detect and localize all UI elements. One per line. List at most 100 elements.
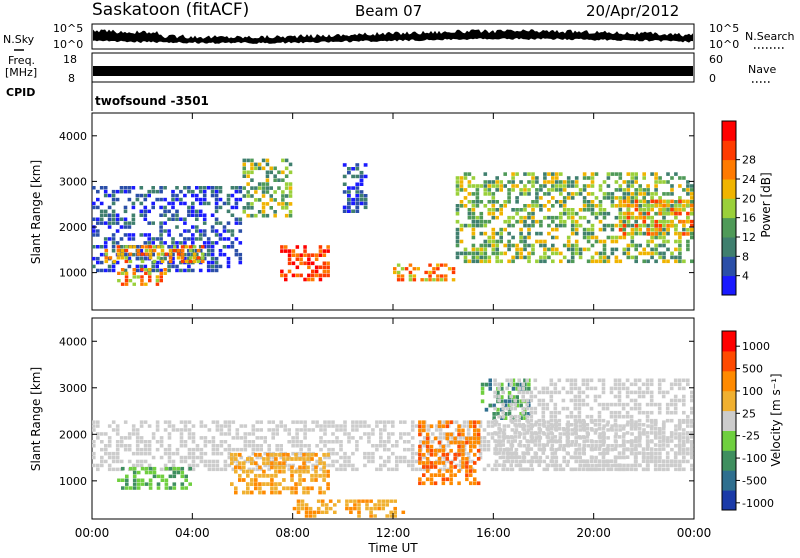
data-cell xyxy=(614,428,618,432)
noise-left-tick-top: 10^5 xyxy=(53,22,83,35)
data-cell xyxy=(650,219,654,224)
data-cell xyxy=(258,490,262,495)
data-cell xyxy=(529,414,534,419)
data-cell xyxy=(475,192,480,196)
data-cell xyxy=(135,440,140,444)
data-cell xyxy=(673,455,678,459)
data-cell xyxy=(658,243,662,248)
data-cell xyxy=(355,467,359,472)
data-cell xyxy=(250,478,254,482)
data-cell xyxy=(530,467,535,472)
data-cell xyxy=(159,436,164,440)
colorbar-swatch xyxy=(722,217,736,238)
data-cell xyxy=(258,482,262,486)
data-cell xyxy=(669,439,674,443)
data-cell xyxy=(171,260,175,265)
data-cell xyxy=(261,206,266,210)
data-cell xyxy=(677,423,682,427)
data-cell xyxy=(645,467,650,472)
data-cell xyxy=(626,219,631,224)
data-cell xyxy=(156,245,161,249)
data-cell xyxy=(497,427,501,431)
data-cell xyxy=(326,482,330,486)
data-cell xyxy=(521,451,525,455)
data-cell xyxy=(480,386,485,391)
data-cell xyxy=(151,241,155,245)
data-cell xyxy=(339,463,343,468)
data-cell xyxy=(155,268,159,273)
data-cell xyxy=(175,193,179,198)
data-cell xyxy=(257,182,262,186)
data-cell xyxy=(265,186,270,190)
noise-panel: N.Sky 10^5 10^0 10^5 10^0 N.Search xyxy=(3,22,795,51)
data-cell xyxy=(231,436,236,440)
data-cell xyxy=(562,255,567,260)
data-cell xyxy=(459,251,464,256)
data-cell xyxy=(159,279,163,283)
data-cell xyxy=(377,506,381,511)
data-cell xyxy=(622,247,627,252)
data-cell xyxy=(246,482,250,486)
colorbar-tick-label: 20 xyxy=(742,192,756,205)
data-cell xyxy=(111,467,116,472)
data-cell xyxy=(642,259,646,264)
data-cell xyxy=(594,444,598,448)
data-cell xyxy=(469,424,473,429)
data-cell xyxy=(469,420,473,425)
data-cell xyxy=(104,432,108,436)
data-cell xyxy=(155,447,160,452)
data-cell xyxy=(577,386,582,391)
data-cell xyxy=(589,406,594,411)
data-cell xyxy=(307,253,311,257)
data-cell xyxy=(618,196,623,200)
data-cell xyxy=(641,447,646,451)
data-cell xyxy=(291,440,295,444)
data-cell xyxy=(496,412,500,416)
data-cell xyxy=(275,463,279,468)
data-cell xyxy=(124,256,129,260)
data-cell xyxy=(503,403,508,408)
data-cell xyxy=(645,435,650,439)
data-cell xyxy=(677,427,682,431)
data-cell xyxy=(613,418,618,423)
data-cell xyxy=(561,386,566,391)
data-cell xyxy=(674,204,678,208)
data-cell xyxy=(621,382,626,387)
data-cell xyxy=(299,444,303,448)
data-cell xyxy=(569,378,574,383)
data-cell xyxy=(303,253,307,257)
data-cell xyxy=(163,197,167,202)
data-cell xyxy=(279,420,283,424)
data-cell xyxy=(498,447,503,452)
data-cell xyxy=(641,459,646,463)
data-cell xyxy=(175,213,179,217)
data-cell xyxy=(606,255,611,260)
data-cell xyxy=(511,215,515,220)
data-cell xyxy=(601,439,606,443)
data-cell xyxy=(234,457,238,461)
data-cell xyxy=(206,241,211,245)
data-cell xyxy=(574,436,578,440)
data-cell xyxy=(410,467,415,472)
data-cell xyxy=(311,253,315,257)
data-cell xyxy=(191,463,196,468)
data-cell xyxy=(471,243,476,248)
data-cell xyxy=(645,443,650,447)
data-cell xyxy=(175,245,179,249)
data-cell xyxy=(476,420,481,425)
data-cell xyxy=(686,439,690,443)
data-cell xyxy=(393,506,397,511)
data-cell xyxy=(306,465,310,470)
data-cell xyxy=(513,414,517,419)
data-cell xyxy=(463,223,468,228)
data-cell xyxy=(96,268,100,273)
data-cell xyxy=(653,427,658,431)
data-cell xyxy=(139,201,144,206)
data-cell xyxy=(324,510,329,514)
data-cell xyxy=(418,444,422,449)
data-cell xyxy=(180,256,185,260)
data-cell xyxy=(646,424,650,428)
data-cell xyxy=(483,223,488,228)
data-cell xyxy=(606,184,611,188)
